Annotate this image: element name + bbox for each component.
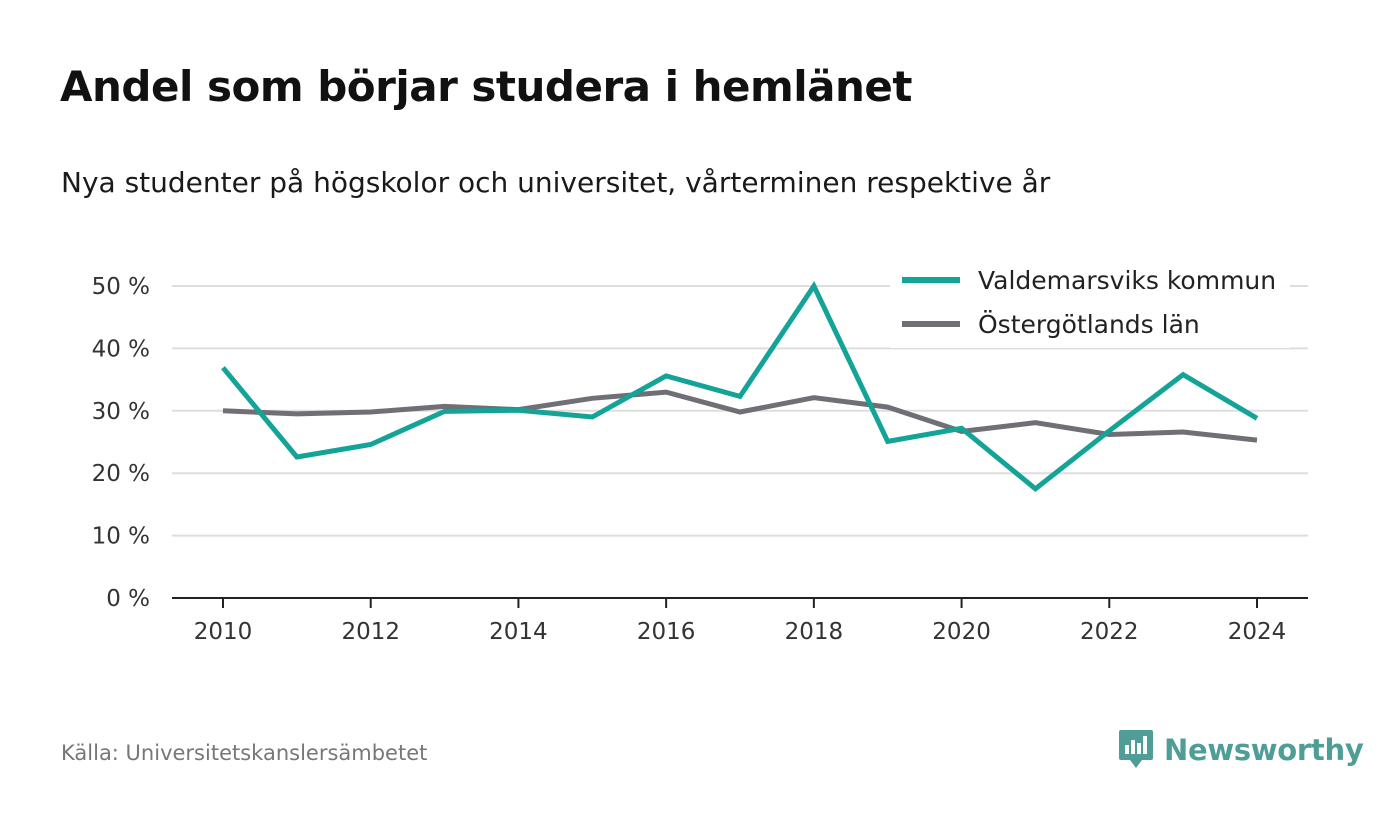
x-tick-label: 2016 (637, 619, 696, 645)
brand-logo: Newsworthy (1118, 728, 1364, 772)
y-tick-label: 10 % (92, 524, 150, 550)
x-tick-label: 2022 (1080, 619, 1139, 645)
x-tick-label: 2010 (194, 619, 253, 645)
brand-name: Newsworthy (1164, 733, 1364, 767)
x-tick-label: 2020 (932, 619, 991, 645)
y-tick-label: 50 % (92, 274, 150, 300)
legend-label: Östergötlands län (978, 310, 1200, 339)
x-axis-ticks: 2010 2012 2014 2016 2018 2020 2022 2024 (194, 598, 1287, 645)
y-axis-ticks: 0 % 10 % 20 % 30 % 40 % 50 % (92, 274, 150, 612)
series-line-1 (222, 389, 1258, 443)
series-line-0 (221, 280, 1259, 493)
x-tick-label: 2014 (489, 619, 548, 645)
legend: Valdemarsviks kommun Östergötlands län (890, 262, 1290, 348)
y-tick-label: 30 % (92, 399, 150, 425)
legend-box (890, 262, 1290, 348)
x-tick-label: 2012 (341, 619, 400, 645)
chart-title: Andel som börjar studera i hemlänet (60, 62, 913, 111)
chart-subtitle: Nya studenter på högskolor och universit… (61, 166, 1051, 199)
y-tick-label: 40 % (92, 336, 150, 362)
series-lines (221, 280, 1259, 493)
newsworthy-logo-icon (1119, 730, 1153, 768)
legend-label: Valdemarsviks kommun (978, 266, 1276, 295)
x-tick-label: 2018 (785, 619, 844, 645)
y-tick-label: 0 % (106, 586, 150, 612)
y-tick-label: 20 % (92, 461, 150, 487)
x-tick-label: 2024 (1228, 619, 1287, 645)
source-note: Källa: Universitetskanslersämbetet (61, 741, 428, 765)
